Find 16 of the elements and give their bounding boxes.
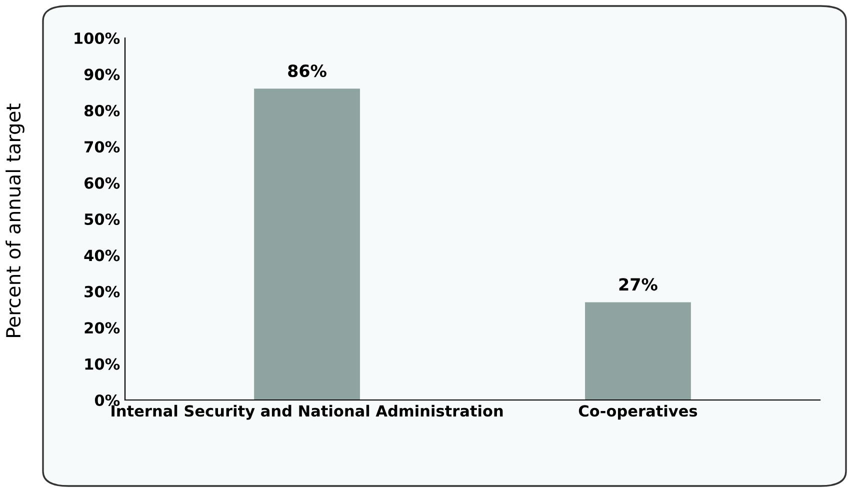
y-tick-label: 30%	[84, 286, 120, 298]
y-tick-label: 10%	[85, 358, 120, 370]
y-tick-label: 50%	[84, 213, 120, 226]
y-tick-label: 80%	[84, 104, 120, 116]
y-tick-label: 60%	[84, 177, 120, 189]
y-axis-title: Percent of annual target	[6, 104, 24, 337]
y-tick-label: 0%	[94, 394, 120, 406]
y-tick-label: 90%	[84, 68, 120, 80]
y-tick-label: 20%	[84, 322, 120, 334]
y-tick-label: 40%	[84, 250, 120, 262]
y-tick-label: 70%	[84, 141, 120, 153]
data-label: 86%	[288, 64, 326, 78]
x-tick-label: Co-operatives	[578, 404, 698, 420]
y-tick-label: 100%	[74, 32, 120, 44]
data-label: 27%	[619, 278, 658, 291]
x-tick-label: Internal Security and National Administration	[112, 404, 503, 420]
